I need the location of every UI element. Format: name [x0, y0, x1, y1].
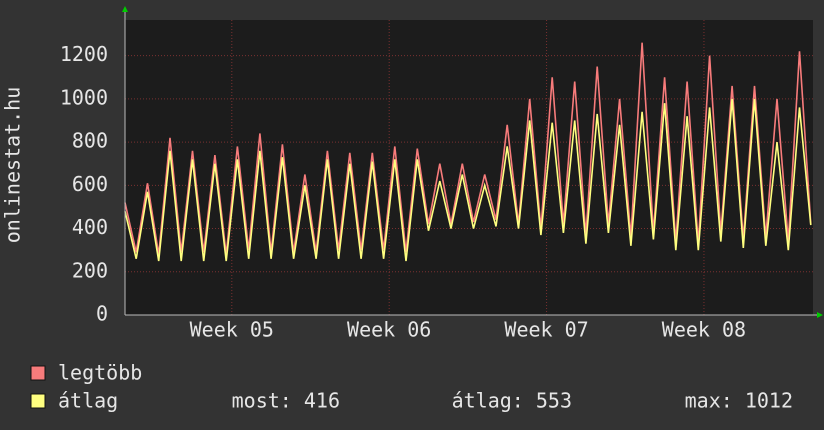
y-tick-label: 400 [72, 215, 108, 239]
y-tick-label: 200 [72, 258, 108, 282]
y-tick-label: 0 [96, 302, 108, 326]
y-tick-label: 600 [72, 172, 108, 196]
series-line [124, 98, 812, 262]
legend-label: legtöbb [58, 361, 142, 385]
y-tick-label: 800 [72, 129, 108, 153]
x-tick-label: Week 07 [504, 318, 588, 342]
series-line [124, 42, 812, 255]
y-arrow [122, 6, 128, 12]
legend-swatch [30, 393, 46, 409]
x-tick-label: Week 06 [347, 318, 431, 342]
stat-most: most: 416 [232, 389, 340, 413]
y-axis-label: onlinestat.hu [1, 87, 25, 244]
y-tick-label: 1000 [60, 85, 108, 109]
y-tick-label: 1200 [60, 42, 108, 66]
stat-atlag: átlag: 553 [452, 389, 572, 413]
legend-swatch [30, 365, 46, 381]
x-tick-label: Week 05 [190, 318, 274, 342]
x-arrow [817, 312, 823, 318]
stat-max: max: 1012 [685, 389, 793, 413]
x-tick-label: Week 08 [662, 318, 746, 342]
legend-label: átlag [58, 389, 118, 413]
